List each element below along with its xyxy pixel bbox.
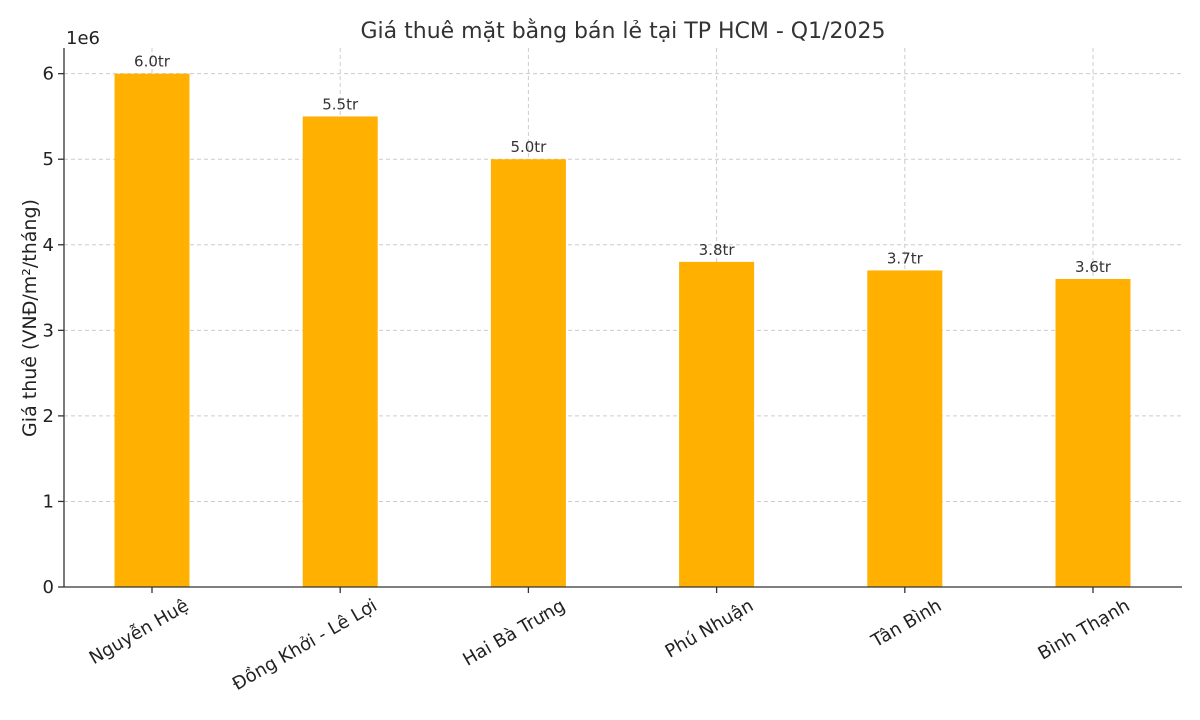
y-tick-label: 1 [43,491,54,512]
axis-layer [58,48,1182,593]
bar-value-label: 5.5tr [322,95,359,113]
y-tick-label: 6 [43,64,54,85]
bar [679,261,755,587]
y-tick-label: 2 [43,406,54,427]
bar [114,73,190,587]
grid-layer [64,48,1182,588]
y-tick-label: 5 [43,149,54,170]
bar [302,116,378,587]
x-category-label: Bình Thạnh [1035,595,1134,664]
bar-value-label: 3.8tr [699,241,736,259]
x-category-label: Tân Bình [867,595,945,652]
y-tick-label: 4 [43,235,54,256]
y-axis-label: Giá thuê (VNĐ/m²/tháng) [19,199,41,437]
x-category-label: Phú Nhuận [662,595,757,662]
x-category-label: Nguyễn Huệ [86,595,193,669]
label-layer: 0 1 2 3 4 5 6 6.0tr Nguyễn Huệ 5.5tr Đồng Khởi - L… [43,53,1134,695]
bar-value-label: 3.6tr [1075,258,1112,276]
y-tick-label: 3 [43,320,54,341]
bar-layer [114,73,1131,587]
bar [867,270,943,587]
chart-title: Giá thuê mặt bằng bán lẻ tại TP HCM - Q1… [360,19,885,44]
y-tick-label: 0 [43,577,54,598]
y-axis-offset-label: 1e6 [66,28,100,49]
bar [490,159,566,587]
bar-value-label: 6.0tr [134,53,171,71]
x-category-label: Hai Bà Trưng [459,595,569,670]
bar-value-label: 3.7tr [887,249,924,267]
bar-value-label: 5.0tr [510,138,547,156]
x-category-label: Đồng Khởi - Lê Lợi [229,595,381,695]
bar [1055,279,1131,587]
